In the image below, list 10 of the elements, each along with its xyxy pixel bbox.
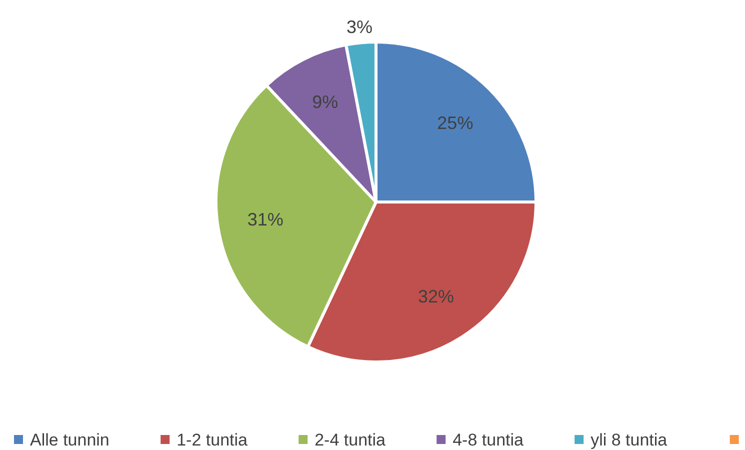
data-label: 32%: [418, 286, 454, 307]
data-label: 9%: [312, 92, 338, 112]
data-label: 31%: [247, 210, 284, 230]
legend-label: 2-4 tuntia: [314, 430, 386, 450]
legend-label: yli 8 tuntia: [590, 430, 668, 450]
legend-label: 1-2 tuntia: [176, 430, 248, 450]
data-label: 3%: [346, 16, 372, 37]
legend-label: Alle tunnin: [30, 430, 110, 450]
data-label: 25%: [437, 112, 474, 133]
legend-label: 4-8 tuntia: [452, 430, 524, 450]
